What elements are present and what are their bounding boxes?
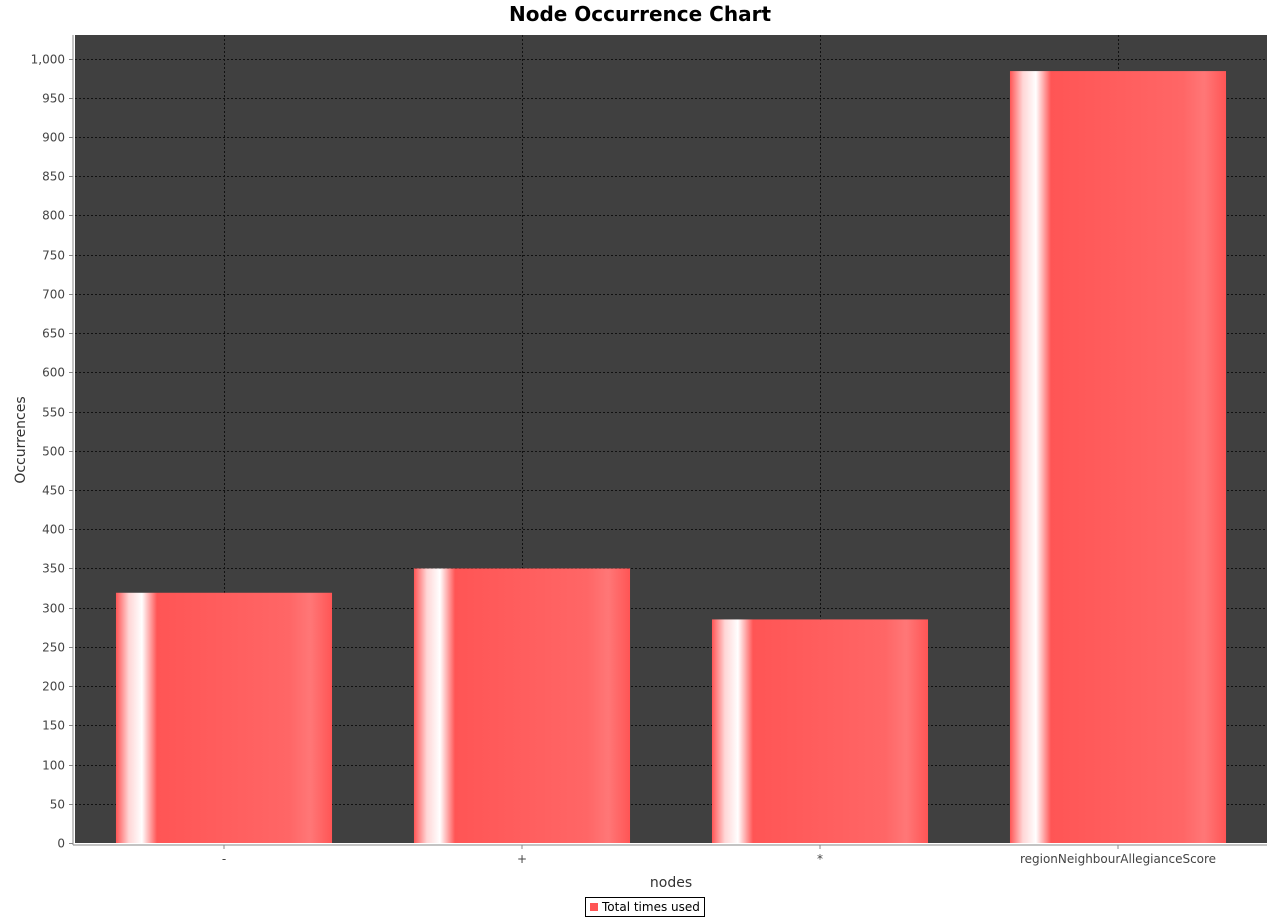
x-axis-ticks: - + * regionNeighbourAllegianceScore bbox=[222, 845, 1216, 866]
y-tick-label: 700 bbox=[42, 288, 65, 302]
bar bbox=[115, 592, 333, 843]
y-tick-label: 950 bbox=[42, 92, 65, 106]
y-axis-ticks: 0 50 100 150 200 250 300 350 400 450 500 550 600 650 7… bbox=[31, 53, 73, 851]
y-tick-label: 250 bbox=[42, 641, 65, 655]
legend-swatch bbox=[590, 903, 598, 911]
y-axis-label: Occurrences bbox=[13, 396, 29, 483]
legend-label: Total times used bbox=[602, 900, 700, 914]
y-tick-label: 350 bbox=[42, 562, 65, 576]
y-tick-label: 900 bbox=[42, 131, 65, 145]
chart-title: Node Occurrence Chart bbox=[508, 2, 772, 26]
bar bbox=[1009, 71, 1227, 843]
bar bbox=[711, 619, 929, 843]
x-tick-label: + bbox=[517, 852, 527, 866]
y-tick-label: 100 bbox=[42, 759, 65, 773]
y-tick-label: 750 bbox=[42, 249, 65, 263]
y-tick-label: 1,000 bbox=[31, 53, 65, 67]
y-tick-label: 450 bbox=[42, 484, 65, 498]
y-tick-label: 800 bbox=[42, 209, 65, 223]
y-tick-label: 150 bbox=[42, 719, 65, 733]
legend: Total times used bbox=[585, 897, 705, 917]
y-tick-label: 500 bbox=[42, 445, 65, 459]
bars bbox=[115, 71, 1227, 843]
x-axis-label: nodes bbox=[650, 875, 692, 891]
y-tick-label: 300 bbox=[42, 602, 65, 616]
y-tick-label: 200 bbox=[42, 680, 65, 694]
y-tick-label: 0 bbox=[57, 837, 65, 851]
y-tick-label: 650 bbox=[42, 327, 65, 341]
x-tick-label: * bbox=[817, 852, 823, 866]
x-tick-label: - bbox=[222, 852, 226, 866]
y-tick-label: 850 bbox=[42, 170, 65, 184]
y-tick-label: 50 bbox=[50, 798, 65, 812]
y-tick-label: 550 bbox=[42, 406, 65, 420]
x-tick-label: regionNeighbourAllegianceScore bbox=[1020, 852, 1216, 866]
y-tick-label: 400 bbox=[42, 523, 65, 537]
y-tick-label: 600 bbox=[42, 366, 65, 380]
bar bbox=[413, 568, 631, 843]
